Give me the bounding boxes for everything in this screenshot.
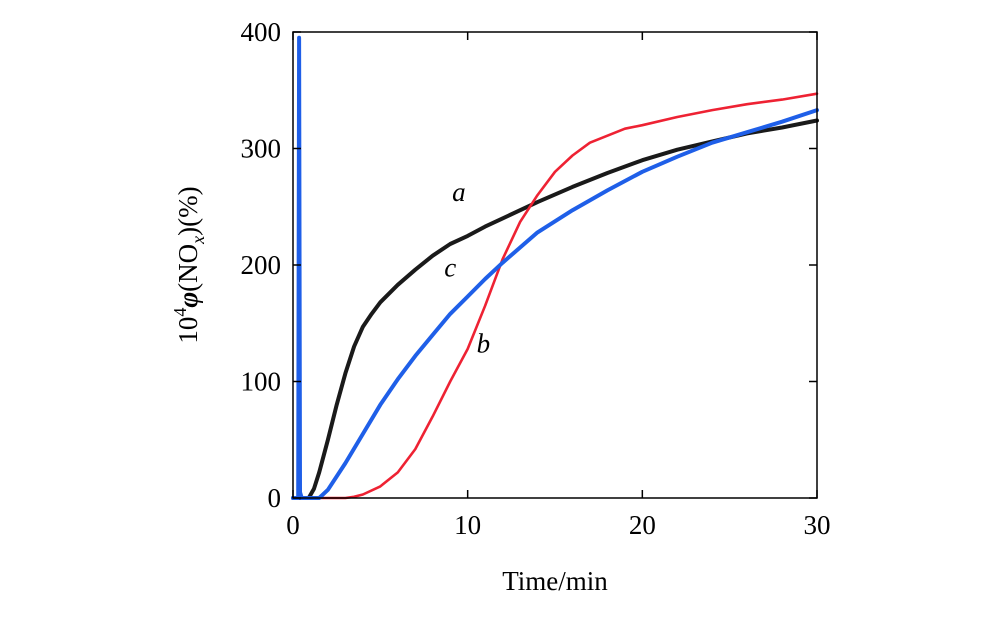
x-tick-label: 10 [454, 510, 481, 540]
y-axis-label-phi: φ [173, 292, 203, 308]
y-tick-label: 100 [241, 367, 282, 397]
x-tick-label: 0 [286, 510, 300, 540]
curve-label-c: c [444, 253, 456, 283]
y-axis-label-sub: x [188, 236, 208, 245]
y-tick-label: 200 [241, 250, 282, 280]
curve-label-a: a [452, 177, 466, 207]
y-axis-label: 104φ(NOx)(%) [170, 186, 208, 343]
y-tick-label: 400 [241, 17, 282, 47]
y-axis-label-open: (NO [173, 244, 203, 292]
labels-layer: a c b [444, 177, 490, 358]
x-axis-label: Time/min [502, 566, 608, 596]
series-line-b [291, 92, 819, 500]
x-tick-label: 20 [629, 510, 656, 540]
curve-label-b: b [477, 328, 491, 358]
series-layer [291, 35, 819, 500]
y-axis-label-close: )(%) [173, 186, 203, 235]
y-tick-label: 300 [241, 134, 282, 164]
plot-frame [292, 31, 818, 499]
x-tick-label: 30 [804, 510, 831, 540]
y-axis-label-sup: 4 [170, 308, 190, 317]
y-axis-label-base: 10 [173, 317, 203, 344]
y-tick-label: 0 [268, 483, 282, 513]
series-line-a [291, 118, 819, 500]
